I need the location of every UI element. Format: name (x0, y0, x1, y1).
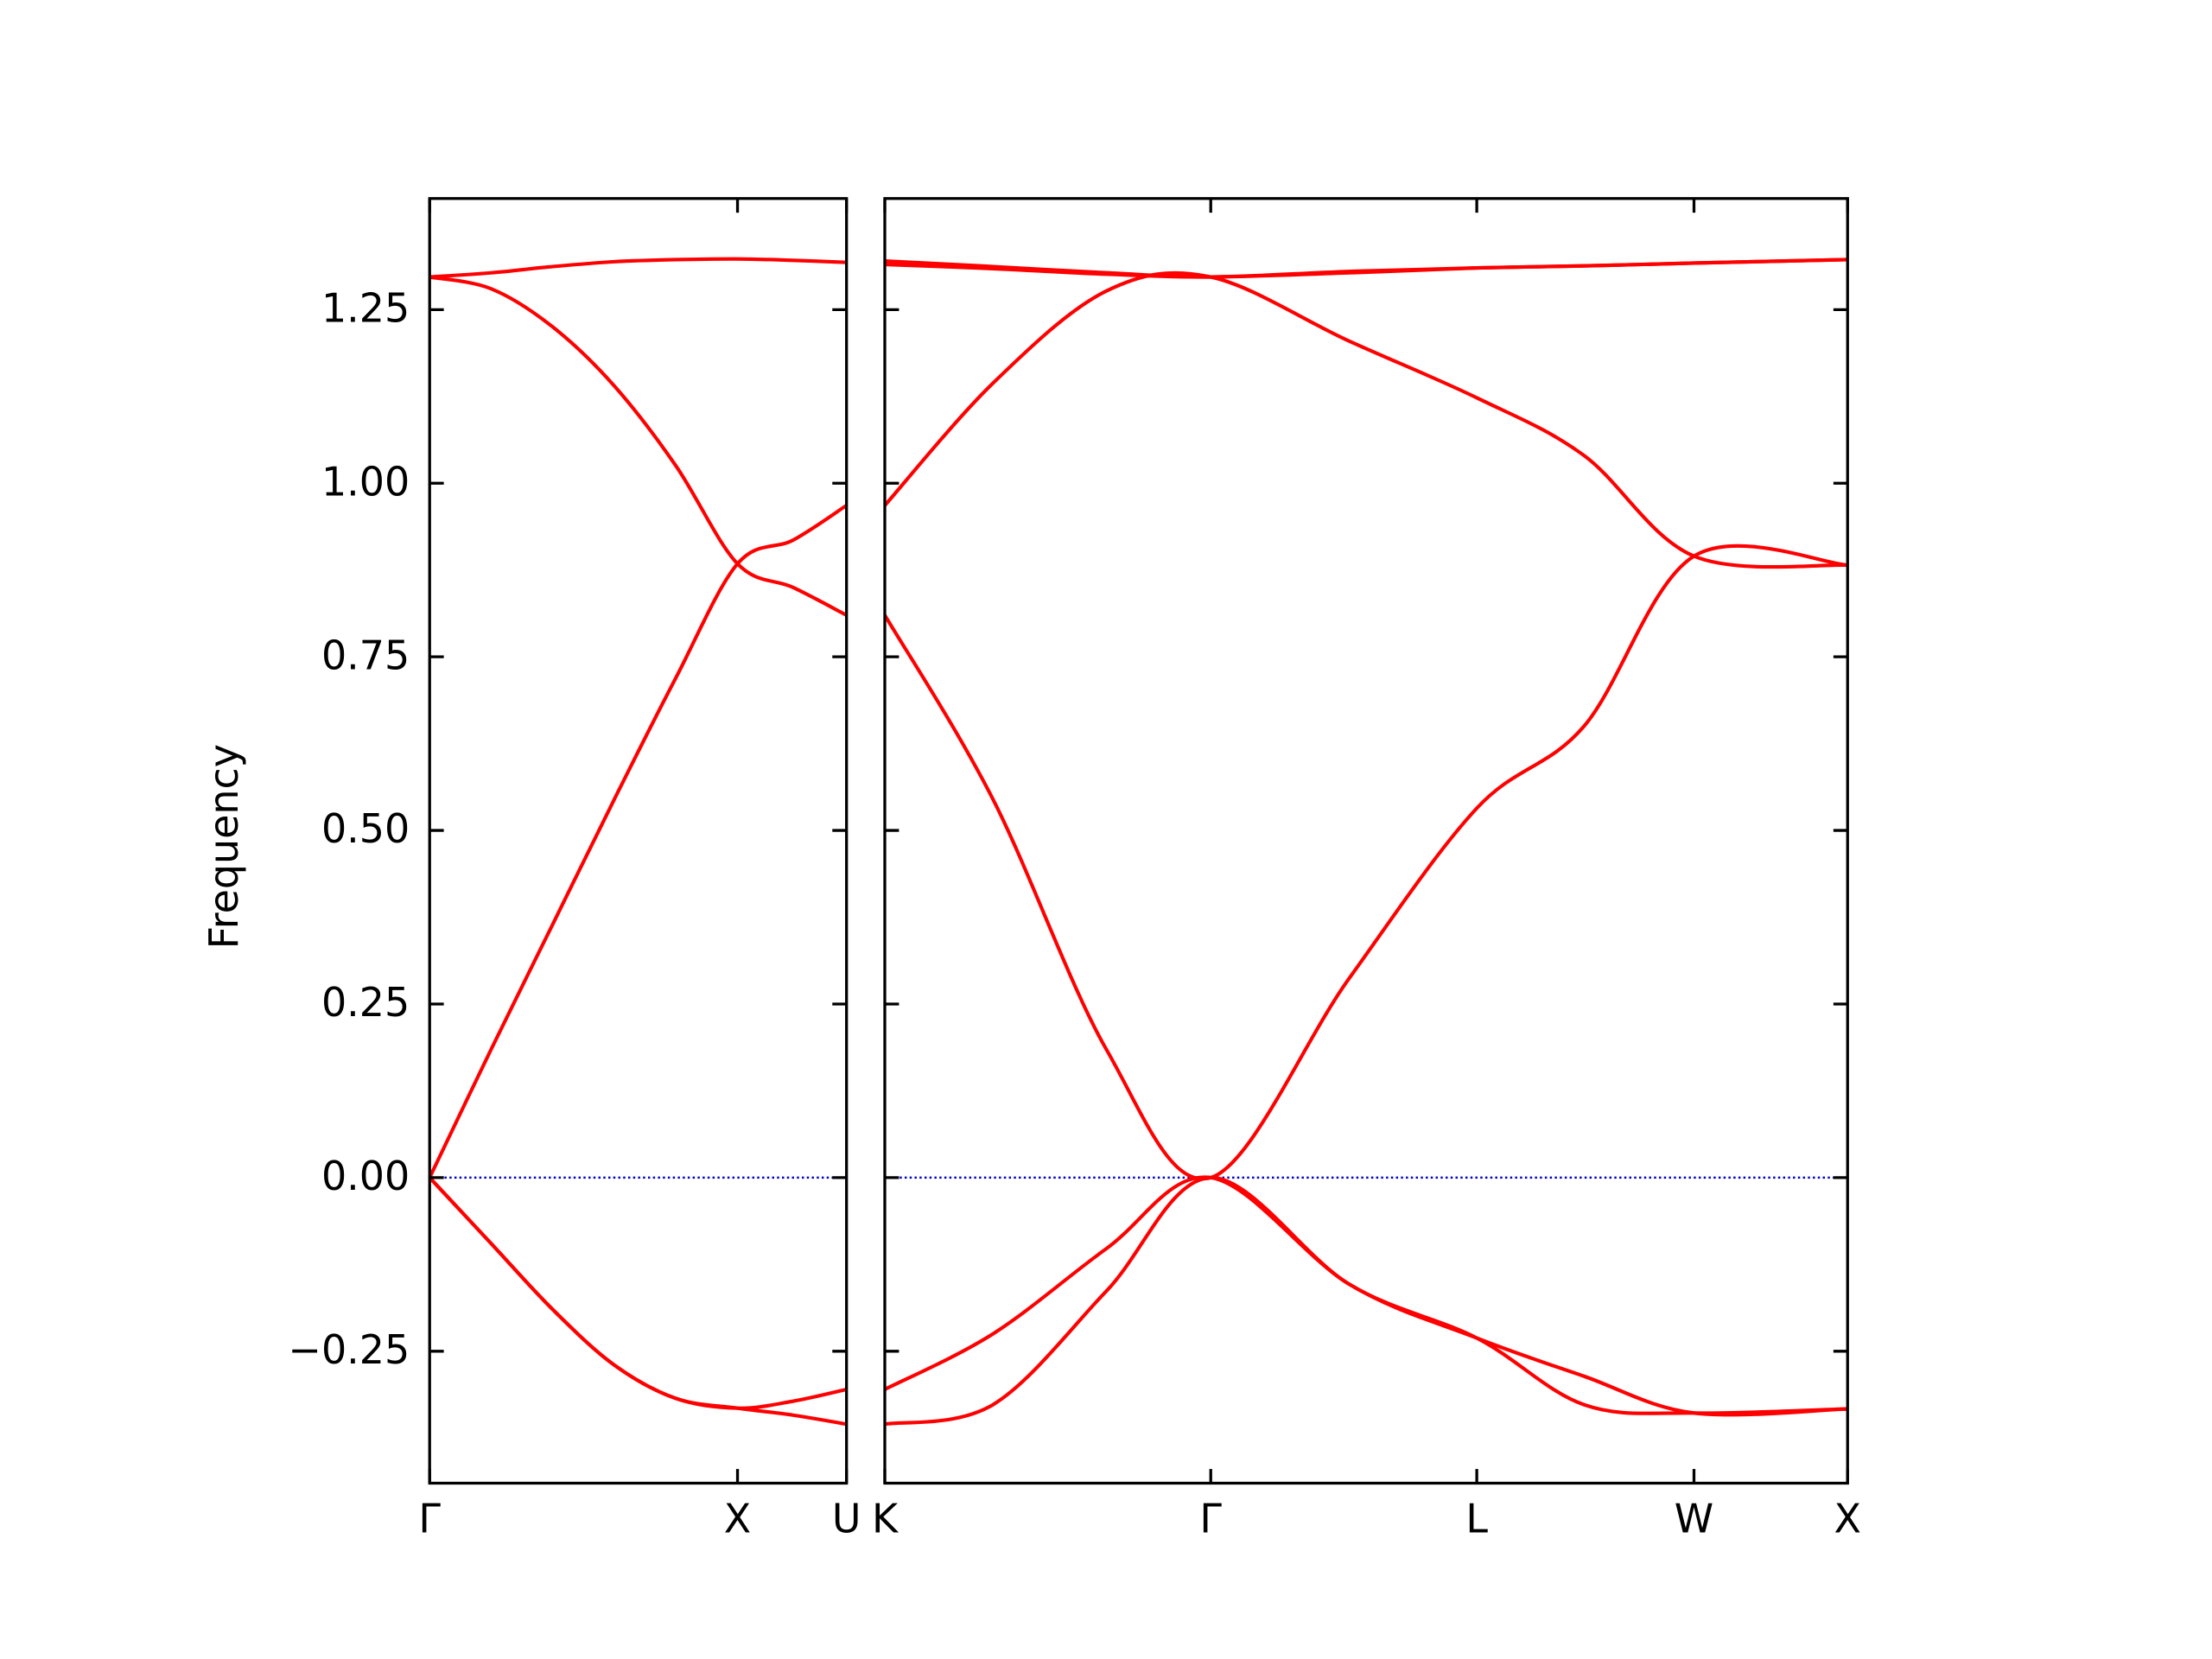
y-tick-label: 1.00 (321, 458, 410, 505)
band-line (883, 270, 1848, 569)
plot-frame (428, 197, 849, 1485)
band-line (883, 543, 1848, 1181)
band-line (884, 1175, 1848, 1427)
x-tick-label: W (1675, 1495, 1713, 1541)
band-line (428, 1176, 848, 1427)
x-tick-label: U (832, 1495, 861, 1541)
band-line (428, 504, 848, 1179)
plot-frame (883, 197, 1849, 1485)
y-tick-label: 1.25 (321, 284, 410, 331)
y-axis-label: Frequency (200, 744, 247, 949)
y-tick-label: 0.75 (321, 632, 410, 678)
y-tick-label: 0.50 (321, 805, 410, 852)
band-line (429, 257, 847, 279)
y-tick-label: −0.25 (288, 1326, 410, 1373)
x-tick-label: Γ (418, 1495, 441, 1541)
x-tick-label: K (872, 1495, 899, 1541)
band-line (429, 275, 848, 617)
y-tick-label: 0.25 (321, 979, 410, 1026)
x-tick-label: X (1834, 1495, 1861, 1541)
y-tick-label: 0.00 (321, 1153, 410, 1199)
band-line (884, 257, 1848, 279)
x-tick-label: L (1465, 1495, 1488, 1541)
x-tick-label: Γ (1199, 1495, 1222, 1541)
x-tick-label: X (724, 1495, 751, 1541)
